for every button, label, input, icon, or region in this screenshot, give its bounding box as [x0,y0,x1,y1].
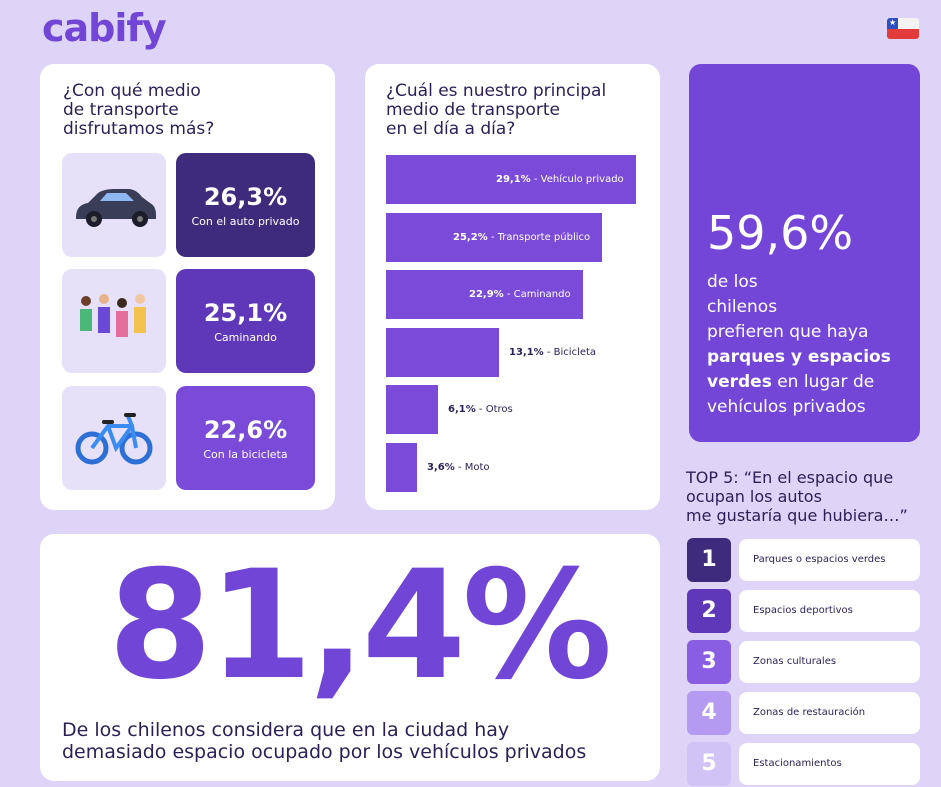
rank-badge: 3 [687,640,731,684]
bar-vehículo-privado [386,155,636,204]
rank-item: Zonas de restauración [739,692,920,734]
stat-bicycle: 22,6% Con la bicicleta [176,386,315,490]
car-icon [76,189,156,227]
favorite-transport-question: ¿Con qué medio de transporte disfrutamos… [63,81,215,139]
bar-label: 13,1% - Bicicleta [509,346,597,358]
chile-flag-icon: ★ [887,18,919,39]
green-spaces-card: 59,6% de los chilenos prefieren que haya… [689,64,920,442]
space-occupied-caption: De los chilenos considera que en la ciud… [62,719,587,763]
people-walking-icon [80,294,146,337]
space-occupied-card [40,534,660,781]
bar-label: 22,9% - Caminando [469,289,571,301]
rank-badge: 2 [687,589,731,633]
bicycle-icon-box [62,386,166,490]
brand-logo: cabify [42,6,167,50]
rank-badge: 5 [687,742,731,786]
bar-bicicleta [386,327,499,377]
bar-label: 3,6% - Moto [427,462,490,473]
rank-badge: 4 [687,691,731,735]
bar-label: 25,2% - Transporte público [453,231,591,243]
stat-car: 26,3% Con el auto privado [176,153,315,257]
rank-item: Estacionamientos [739,743,920,785]
bar-label: 29,1% - Vehículo privado [496,174,624,185]
bar-caminando [386,270,583,320]
stat-walking: 25,1% Caminando [176,269,315,373]
bicycle-icon [75,413,153,465]
rank-item: Espacios deportivos [739,590,920,632]
car-icon-box [62,153,166,257]
rank-item: Parques o espacios verdes [739,539,920,581]
people-icon-box [62,269,166,373]
space-occupied-value: 81,4% [108,539,612,713]
green-spaces-value: 59,6% [707,206,854,260]
chart-title: ¿Cuál es nuestro principal medio de tran… [386,81,607,139]
bar-otros [386,385,438,435]
top5-title: TOP 5: “En el espacio que ocupan los aut… [686,468,908,525]
bar-label: 6,1% - Otros [448,404,513,416]
green-spaces-text: de los chilenos prefieren que haya parqu… [707,272,891,417]
bar-moto [386,443,417,492]
bar-transporte-público [386,212,602,262]
favorite-transport-card: ¿Con qué medio de transporte disfrutamos… [40,64,335,510]
rank-badge: 1 [687,538,731,582]
rank-item: Zonas culturales [739,641,920,683]
